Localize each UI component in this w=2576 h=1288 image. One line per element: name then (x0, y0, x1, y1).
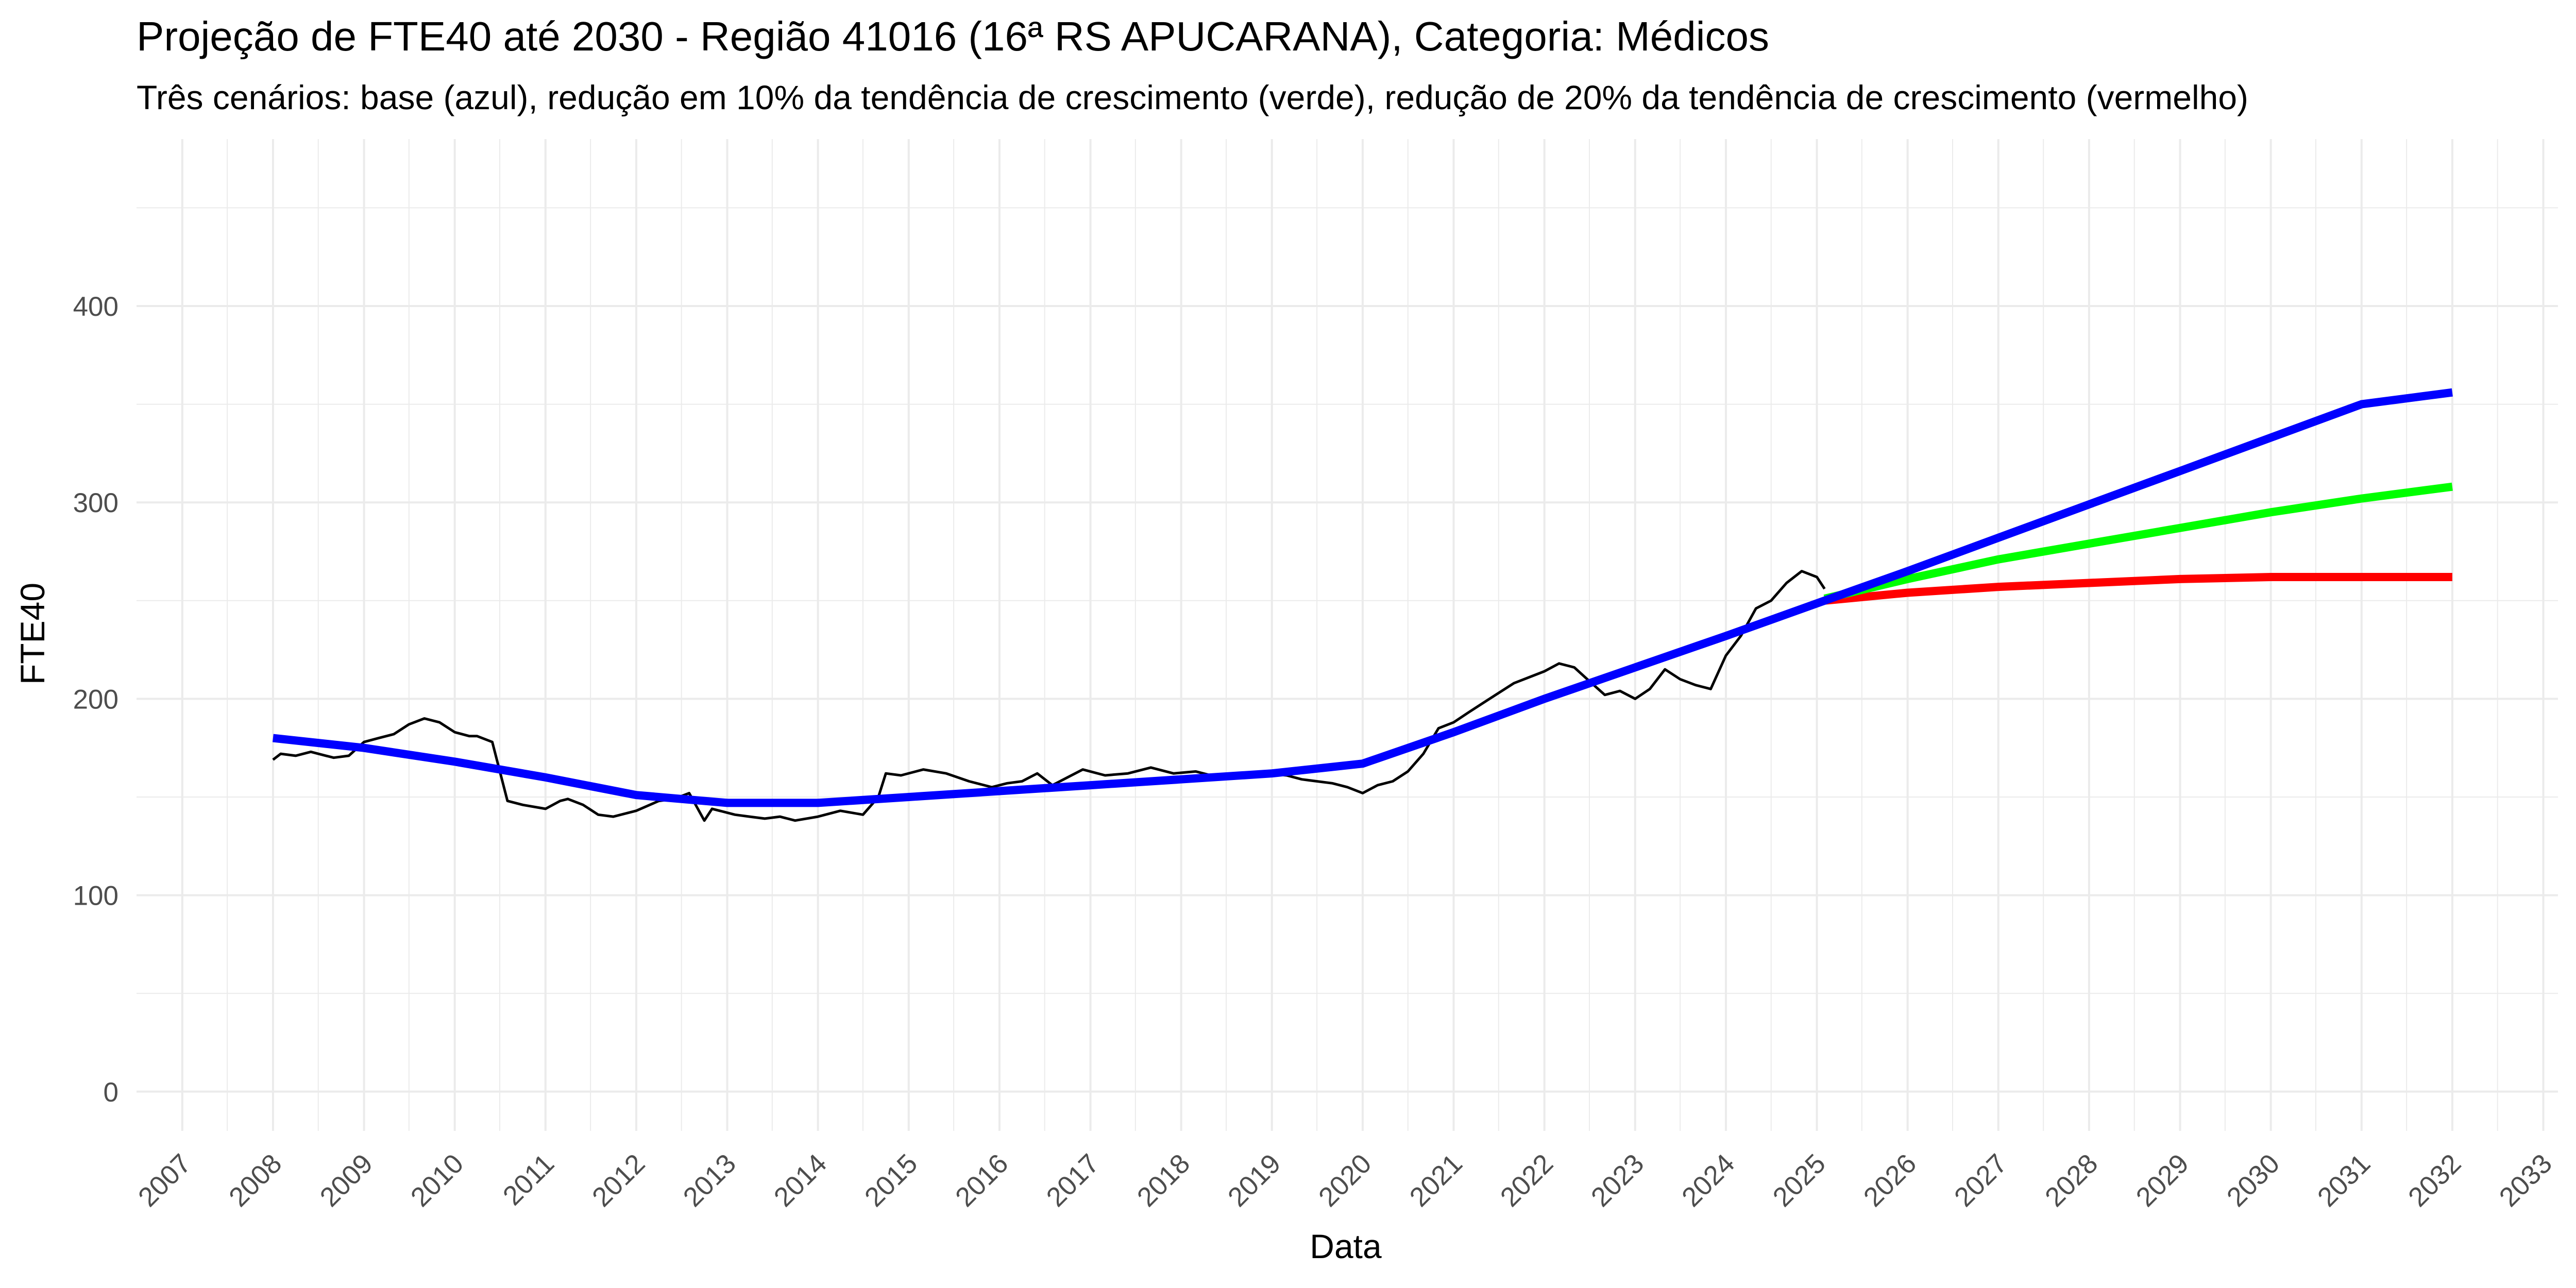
y-tick-label-200: 200 (73, 684, 118, 715)
plot-series (272, 388, 2453, 822)
minus10-scenario-line (1823, 482, 2453, 603)
base-scenario-line (273, 388, 2453, 807)
y-tick-label-0: 0 (104, 1077, 118, 1108)
y-tick-label-300: 300 (73, 488, 118, 518)
minor-gridlines (137, 139, 2558, 1131)
y-axis-title: FTE40 (13, 583, 52, 685)
major-gridlines (137, 139, 2558, 1131)
y-tick-label-100: 100 (73, 881, 118, 911)
y-axis-ticks: 0 100 200 300 400 (73, 292, 118, 1108)
x-axis-title: Data (1310, 1227, 1382, 1265)
chart-title: Projeção de FTE40 até 2030 - Região 4101… (137, 13, 1769, 59)
minus20-scenario-line (1824, 573, 2452, 605)
y-tick-label-400: 400 (73, 292, 118, 322)
chart-subtitle: Três cenários: base (azul), redução em 1… (137, 78, 2248, 116)
